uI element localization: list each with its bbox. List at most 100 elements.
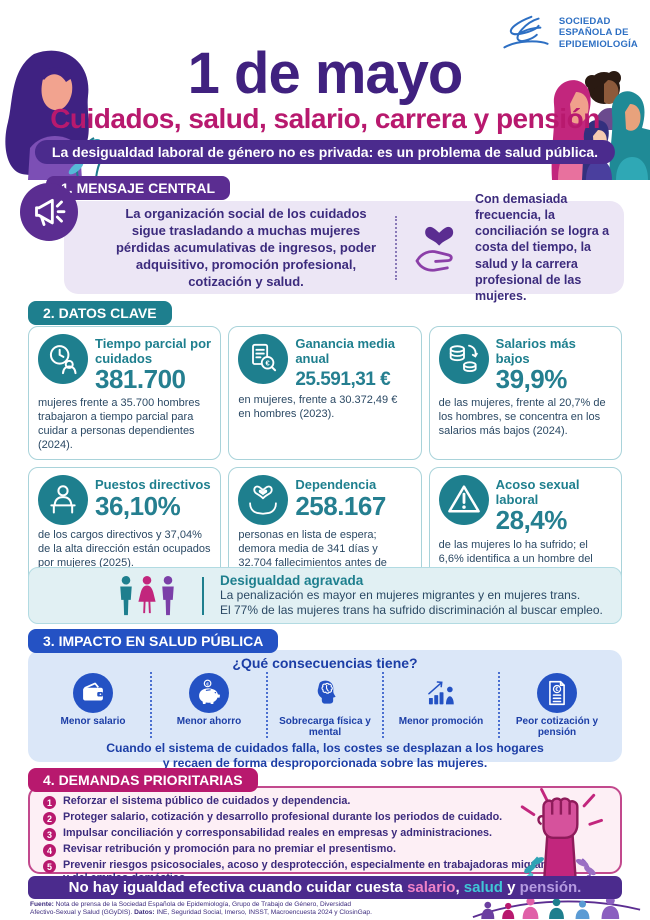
demand-text: Reforzar el sistema público de cuidados … xyxy=(63,795,351,807)
consequence-pension: € Peor cotización y pensión xyxy=(498,672,614,739)
impact-footer-line: y recaen de forma desproporcionada sobre… xyxy=(162,756,488,771)
source-note: Fuente: Nota de prensa de la Sociedad Es… xyxy=(30,901,372,916)
svg-text:€: € xyxy=(206,681,209,687)
aggravated-title: Desigualdad agravada xyxy=(220,572,364,588)
section1-tab: 1. MENSAJE CENTRAL xyxy=(46,176,231,200)
demand-number: 4 xyxy=(43,844,56,857)
page-title: 1 de mayo xyxy=(187,41,464,106)
logo-line: SOCIEDAD xyxy=(558,16,611,28)
data-label: Datos: xyxy=(134,908,157,916)
logo-line: ESPAÑOLA DE xyxy=(558,27,629,39)
see-logo: SOCIEDAD ESPAÑOLA DE EPIDEMIOLOGÍA xyxy=(499,13,638,53)
people-crowd-illustration xyxy=(472,895,641,919)
dotted-divider xyxy=(395,215,397,280)
hands-heart-icon xyxy=(249,485,278,516)
card-desc: de las mujeres, frente al 20,7% de los h… xyxy=(438,397,606,437)
demand-item: 2 Proteger salario, cotización y desarro… xyxy=(43,811,610,825)
consequence-label: Sobrecarga física y mental xyxy=(279,716,371,739)
demand-number: 2 xyxy=(43,812,56,825)
megaphone-icon xyxy=(35,198,66,226)
key-data-cards: Tiempo parcial por cuidados 381.700 muje… xyxy=(28,326,622,593)
card-desc: en mujeres, frente a 30.372,49 € en homb… xyxy=(238,394,398,420)
card-title: Acoso sexual laboral xyxy=(495,477,580,507)
card-value: 381.700 xyxy=(95,364,186,395)
section3-tab: 3. IMPACTO EN SALUD PÚBLICA xyxy=(28,629,279,653)
card-value: 36,10% xyxy=(95,490,181,521)
consequences-question: ¿Qué consecuencias tiene? xyxy=(232,655,418,671)
brain-head-icon xyxy=(317,680,336,704)
card-tiempo-parcial: Tiempo parcial por cuidados 381.700 muje… xyxy=(28,326,222,461)
card-value: 258.167 xyxy=(295,490,386,521)
wallet-icon xyxy=(83,682,103,701)
header-banner: La desigualdad laboral de género no es p… xyxy=(34,140,616,164)
impact-footer-line: Cuando el sistema de cuidados falla, los… xyxy=(106,741,544,756)
heart-hand-icon xyxy=(415,226,454,272)
card-value: 39,9% xyxy=(495,364,568,395)
banner-word-salario: salario xyxy=(407,879,456,896)
svg-text:€: € xyxy=(266,359,271,368)
demand-number: 3 xyxy=(43,828,56,841)
consequences-row: Menor salario € Menor ahorro Sobreca xyxy=(36,672,614,739)
logo-line: EPIDEMIOLOGÍA xyxy=(558,38,638,50)
pension-doc-icon: € xyxy=(549,680,565,706)
earnings-doc-icon: € xyxy=(252,343,277,372)
consequence-label: Peor cotización y pensión xyxy=(515,716,599,739)
consequence-promotion: Menor promoción xyxy=(382,672,498,739)
demand-item: 3 Impulsar conciliación y corresponsabil… xyxy=(43,827,610,841)
megaphone-badge xyxy=(20,183,78,241)
card-title: Ganancia media anual xyxy=(295,336,396,366)
three-people-icon xyxy=(120,575,174,615)
demand-item: 4 Revisar retribución y promoción para n… xyxy=(43,843,610,857)
message-normal: La organización social de los cuidados s… xyxy=(115,205,367,255)
demand-text: Revisar retribución y promoción para no … xyxy=(63,843,397,855)
card-value: 25.591,31 € xyxy=(295,369,391,391)
card-desc: de los cargos directivos y 37,04% de la … xyxy=(38,529,211,569)
consequence-overload: Sobrecarga física y mental xyxy=(266,672,382,739)
message-bold: poder adquisitivo, promoción profesional… xyxy=(135,239,377,290)
demand-number: 1 xyxy=(43,796,56,809)
logo-org-name: SOCIEDAD ESPAÑOLA DE EPIDEMIOLOGÍA xyxy=(559,16,638,50)
section4-tab: 4. DEMANDAS PRIORITARIAS xyxy=(28,768,258,792)
banner-prefix: No hay igualdad efectiva cuando cuidar c… xyxy=(68,879,408,896)
card-title: Tiempo parcial por cuidados xyxy=(95,336,212,366)
central-message-text: La organización social de los cuidados s… xyxy=(110,205,382,291)
vertical-divider xyxy=(202,576,204,615)
page-subtitle: Cuidados, salud, salario, carrera y pens… xyxy=(50,103,600,134)
health-impact-box: ¿Qué consecuencias tiene? Menor salario … xyxy=(28,650,622,770)
footer-banner: No hay igualdad efectiva cuando cuidar c… xyxy=(28,876,622,899)
consequence-salary: Menor salario xyxy=(36,672,150,738)
conciliation-block: Con demasiada frecuencia, la conciliació… xyxy=(410,191,612,305)
consequence-label: Menor ahorro xyxy=(176,716,242,727)
banner-word-salud: salud xyxy=(463,879,503,896)
demand-item: 1 Reforzar el sistema público de cuidado… xyxy=(43,795,610,809)
demand-text: Proteger salario, cotización y desarroll… xyxy=(63,811,503,823)
consequence-label: Menor salario xyxy=(60,716,126,727)
svg-text:€: € xyxy=(555,687,559,693)
card-title: Puestos directivos xyxy=(95,477,211,493)
manager-icon xyxy=(50,485,76,514)
banner-word-pension: pensión. xyxy=(519,879,582,896)
aggravated-text-block: Desigualdad agravada La penalización es … xyxy=(220,573,603,619)
demand-number: 5 xyxy=(43,860,56,873)
impact-footer-text: Cuando el sistema de cuidados falla, los… xyxy=(36,741,614,770)
central-message-box: La organización social de los cuidados s… xyxy=(64,192,624,303)
coins-icon xyxy=(449,344,478,373)
consequence-savings: € Menor ahorro xyxy=(150,672,266,739)
card-desc: mujeres frente a 35.700 hombres trabajar… xyxy=(38,397,201,451)
card-title: Salarios más bajos xyxy=(495,336,576,366)
promotion-chart-icon xyxy=(428,681,454,705)
card-ganancia-media: € Ganancia media anual 25.591,31 € en mu… xyxy=(228,326,422,461)
card-salarios-bajos: Salarios más bajos 39,9% de las mujeres,… xyxy=(428,326,622,461)
aggravated-line: El 77% de las mujeres trans ha sufrido d… xyxy=(220,603,603,617)
consequence-label: Menor promoción xyxy=(398,716,484,727)
conciliation-text: Con demasiada frecuencia, la conciliació… xyxy=(475,191,610,304)
card-value: 28,4% xyxy=(495,505,568,536)
raised-fist-illustration xyxy=(520,788,603,890)
card-title: Dependencia xyxy=(295,477,377,493)
demands-box: 1 Reforzar el sistema público de cuidado… xyxy=(28,786,622,890)
warning-icon xyxy=(447,485,480,513)
see-logo-icon xyxy=(503,15,549,49)
clock-care-icon xyxy=(49,345,77,375)
aggravated-inequality-box: Desigualdad agravada La penalización es … xyxy=(28,567,622,624)
